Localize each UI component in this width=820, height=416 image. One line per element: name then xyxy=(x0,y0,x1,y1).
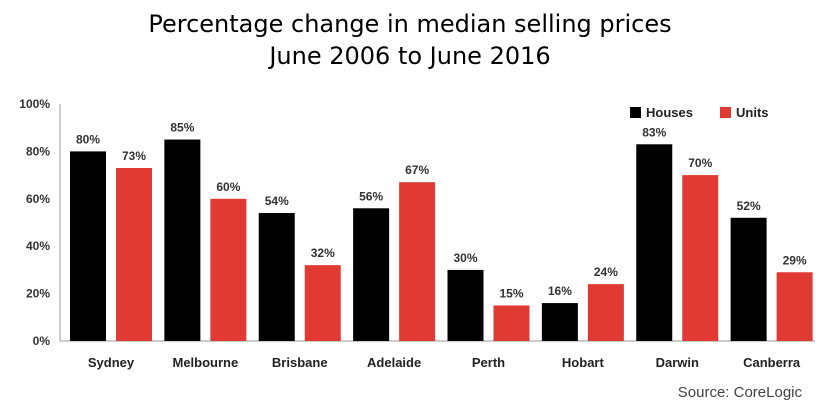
chart-title: Percentage change in median selling pric… xyxy=(0,8,820,72)
data-label: 67% xyxy=(405,163,429,177)
data-label: 73% xyxy=(122,149,146,163)
y-tick-label: 100% xyxy=(19,97,50,111)
data-label: 56% xyxy=(359,189,383,203)
bar-units xyxy=(776,272,813,341)
legend-label-houses: Houses xyxy=(646,105,693,120)
x-tick-label: Darwin xyxy=(656,355,699,370)
x-tick-label: Sydney xyxy=(88,355,135,370)
bar-units xyxy=(399,182,436,341)
data-label: 80% xyxy=(76,132,100,146)
data-label: 15% xyxy=(499,286,523,300)
x-tick-label: Brisbane xyxy=(272,355,328,370)
data-label: 54% xyxy=(265,194,289,208)
bar-houses xyxy=(541,303,578,341)
bar-houses xyxy=(258,213,295,341)
data-label: 32% xyxy=(311,246,335,260)
data-label: 24% xyxy=(594,265,618,279)
bar-houses xyxy=(447,269,484,341)
chart-title-line1: Percentage change in median selling pric… xyxy=(148,10,672,38)
source-note: Source: CoreLogic xyxy=(677,384,802,401)
data-label: 29% xyxy=(783,253,807,267)
bar-houses xyxy=(353,208,390,341)
x-tick-label: Canberra xyxy=(743,355,801,370)
legend-swatch-units xyxy=(720,107,731,118)
x-tick-label: Melbourne xyxy=(173,355,239,370)
y-tick-label: 60% xyxy=(26,192,50,206)
bar-houses xyxy=(730,217,767,341)
bar-units xyxy=(493,305,530,341)
x-tick-label: Perth xyxy=(472,355,505,370)
data-label: 52% xyxy=(737,199,761,213)
data-label: 85% xyxy=(170,121,194,135)
bar-houses xyxy=(164,139,201,341)
legend-swatch-houses xyxy=(630,107,641,118)
data-label: 30% xyxy=(453,251,477,265)
y-tick-label: 40% xyxy=(26,239,50,253)
bar-units xyxy=(304,265,341,341)
data-label: 83% xyxy=(642,125,666,139)
bar-units xyxy=(587,284,624,341)
x-tick-label: Adelaide xyxy=(367,355,421,370)
bar-units xyxy=(116,167,152,341)
y-tick-label: 80% xyxy=(26,144,50,158)
x-tick-label: Hobart xyxy=(562,355,605,370)
data-label: 16% xyxy=(548,284,572,298)
data-label: 70% xyxy=(688,156,712,170)
bar-houses xyxy=(70,151,106,341)
bar-houses xyxy=(636,144,673,341)
y-tick-label: 20% xyxy=(26,287,50,301)
data-label: 60% xyxy=(216,180,240,194)
legend-label-units: Units xyxy=(736,105,769,120)
bar-units xyxy=(682,175,719,341)
y-tick-label: 0% xyxy=(33,334,51,348)
chart-title-line2: June 2006 to June 2016 xyxy=(269,42,551,70)
bar-units xyxy=(210,198,247,341)
